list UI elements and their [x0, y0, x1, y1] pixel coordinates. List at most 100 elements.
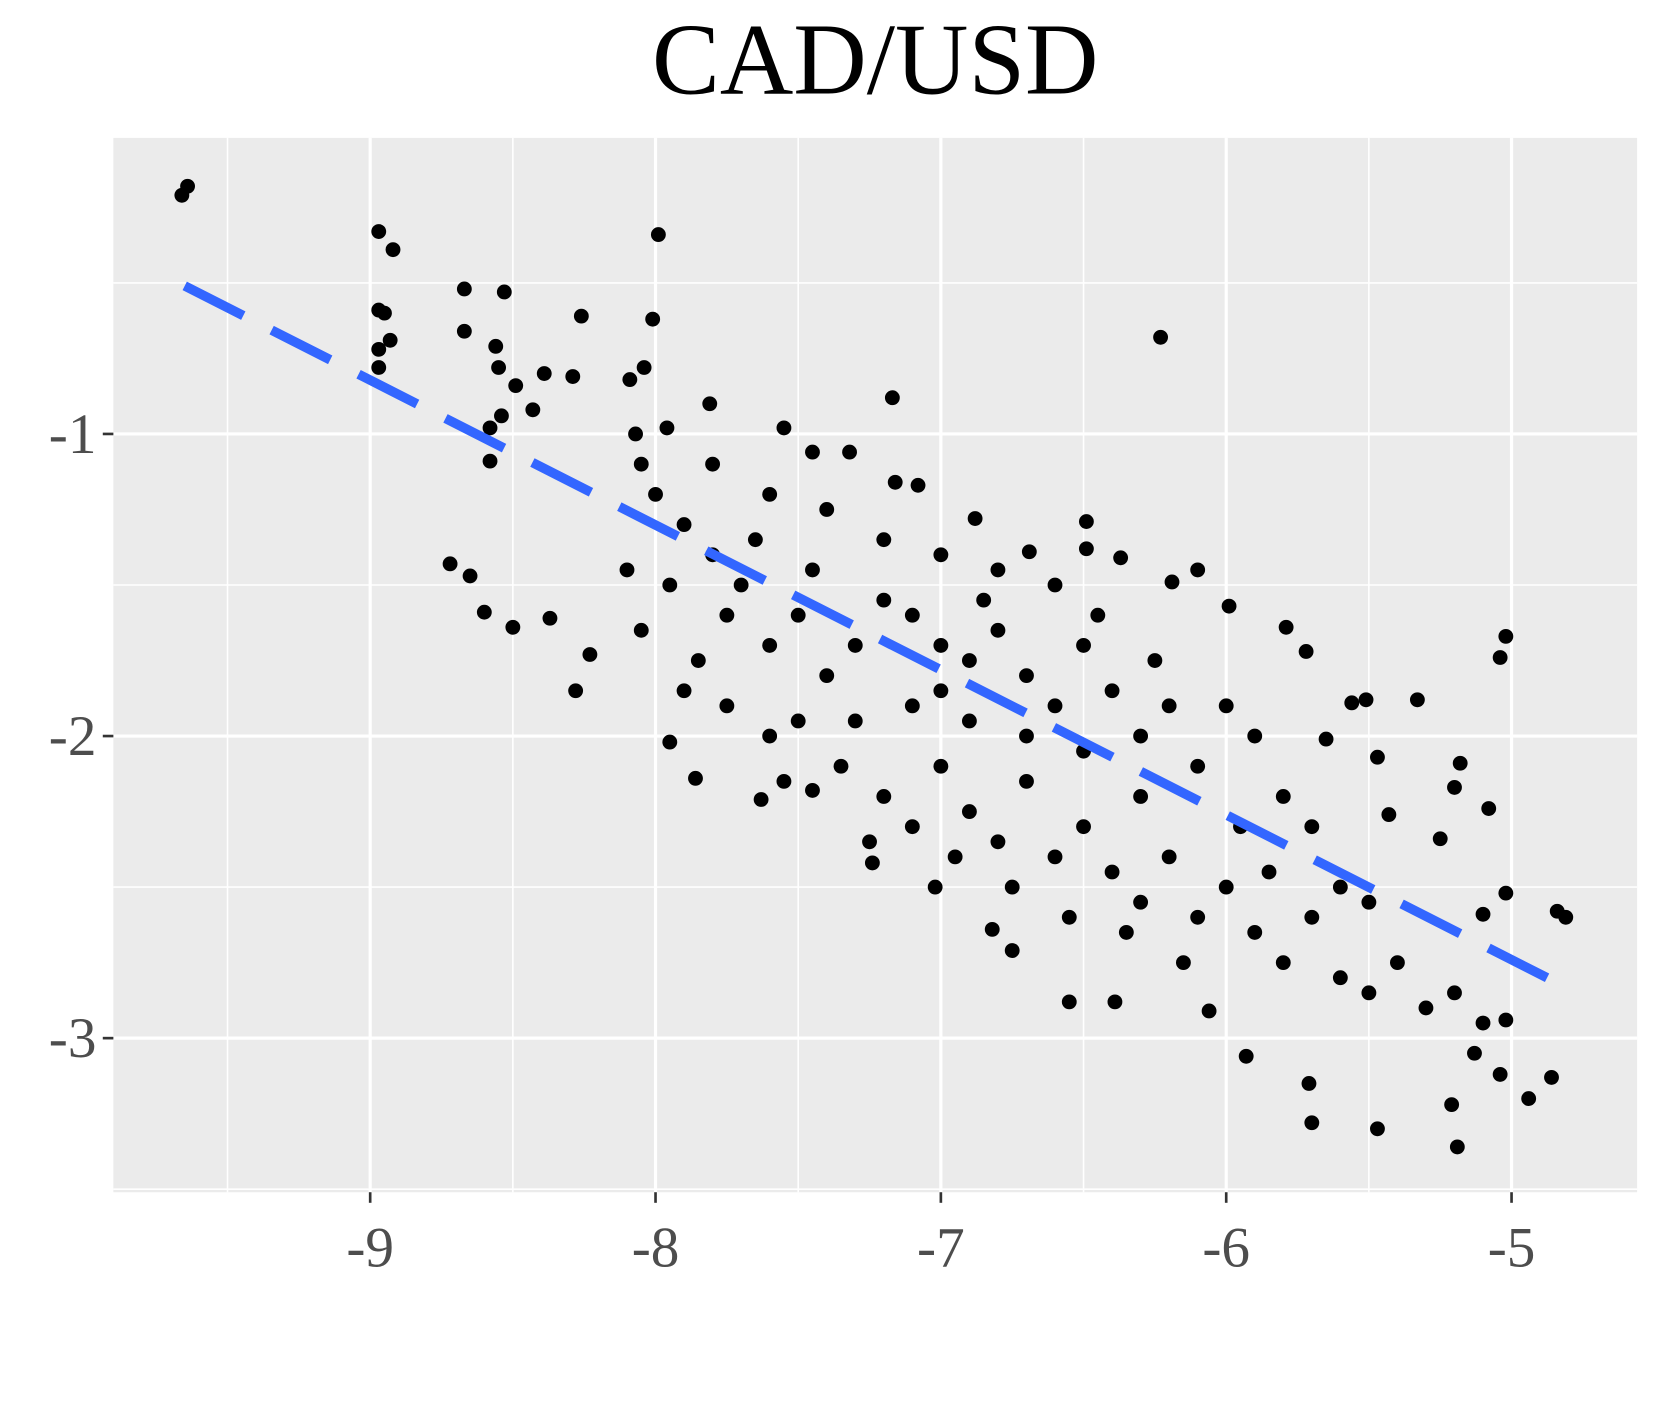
point: [1358, 692, 1374, 708]
point: [847, 638, 863, 653]
point: [842, 444, 857, 460]
point: [525, 402, 541, 418]
point: [990, 622, 1006, 638]
point: [1061, 909, 1077, 925]
point: [1381, 807, 1397, 823]
point: [508, 378, 524, 394]
point: [1019, 668, 1034, 684]
point: [976, 592, 992, 608]
point: [1221, 598, 1237, 614]
point: [1301, 1076, 1317, 1091]
point: [1133, 789, 1149, 804]
point: [904, 819, 920, 835]
point: [385, 242, 401, 258]
point: [1498, 1012, 1514, 1028]
point: [1247, 924, 1263, 940]
point: [1161, 698, 1177, 714]
point: [1133, 728, 1149, 744]
point: [1452, 755, 1468, 771]
point: [1304, 1115, 1320, 1131]
point: [1004, 943, 1020, 958]
chart-title: CAD/USD: [652, 3, 1099, 116]
point: [1298, 644, 1314, 659]
point: [1498, 628, 1514, 644]
point: [747, 532, 763, 548]
plot-panel: [113, 137, 1638, 1193]
point: [619, 562, 635, 578]
point: [847, 713, 863, 729]
point: [790, 713, 806, 729]
point: [645, 311, 661, 327]
point: [805, 783, 820, 798]
point: [1104, 864, 1120, 880]
point: [933, 547, 949, 563]
point: [884, 390, 900, 406]
point: [990, 562, 1006, 578]
point: [1090, 607, 1106, 623]
point: [1201, 1003, 1217, 1019]
point: [542, 610, 558, 626]
point: [1332, 970, 1348, 986]
point: [1498, 885, 1514, 901]
point: [927, 879, 943, 895]
point: [961, 713, 977, 729]
point: [1164, 574, 1180, 590]
point: [1475, 906, 1491, 922]
point: [1175, 955, 1191, 971]
point: [1544, 1070, 1559, 1085]
point: [776, 773, 792, 789]
point: [1475, 1015, 1491, 1031]
point: [967, 511, 983, 526]
point: [377, 305, 392, 321]
point: [1318, 731, 1334, 747]
point: [1332, 879, 1348, 895]
point: [1133, 894, 1149, 910]
point: [688, 770, 703, 786]
point: [1021, 544, 1037, 560]
point: [719, 698, 735, 714]
point: [1521, 1091, 1537, 1106]
point: [1492, 650, 1508, 665]
point: [180, 178, 195, 194]
point: [862, 834, 877, 850]
point: [1190, 909, 1206, 925]
point: [568, 683, 584, 699]
point: [565, 369, 581, 384]
point: [648, 486, 663, 502]
point: [1370, 749, 1385, 765]
point: [1107, 994, 1123, 1010]
point: [505, 619, 521, 635]
point: [904, 698, 920, 714]
point: [1481, 801, 1497, 816]
point: [1492, 1066, 1508, 1082]
point: [442, 556, 458, 572]
point: [887, 474, 903, 490]
point: [1278, 619, 1294, 635]
point: [1047, 577, 1063, 593]
point: [961, 804, 977, 819]
point: [482, 420, 498, 436]
point: [1549, 903, 1565, 919]
point: [1447, 985, 1462, 1001]
point: [762, 486, 778, 502]
point: [690, 653, 706, 668]
point: [876, 592, 892, 608]
point: [1390, 955, 1405, 971]
point: [462, 568, 478, 584]
point: [1344, 695, 1360, 711]
point: [876, 532, 892, 548]
point: [1161, 849, 1177, 865]
point: [622, 372, 638, 387]
point: [636, 360, 652, 375]
point: [650, 227, 666, 242]
point: [1304, 819, 1320, 835]
point: [494, 408, 509, 424]
point: [1147, 653, 1163, 668]
point: [933, 638, 949, 653]
point: [633, 456, 649, 472]
point: [733, 577, 749, 593]
point: [805, 444, 820, 460]
point: [762, 728, 778, 744]
